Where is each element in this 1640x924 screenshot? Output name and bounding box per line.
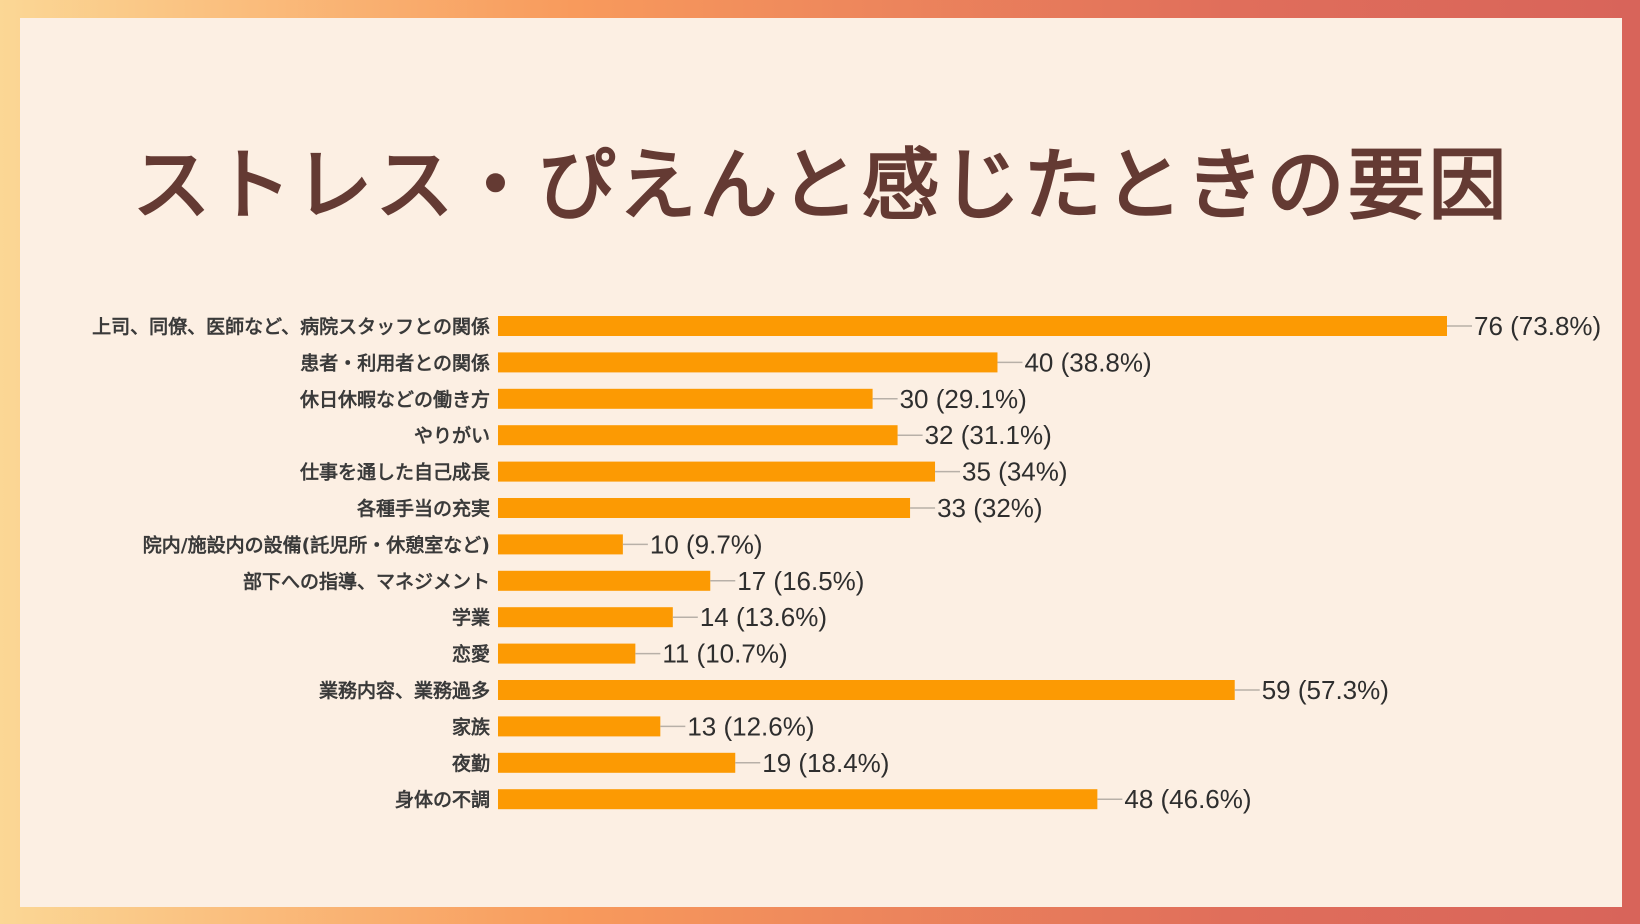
data-label: 48 (46.6%) [1124,784,1251,814]
bar [498,570,711,591]
data-label: 35 (34%) [962,457,1068,487]
chart-card: ストレス・ぴえんと感じたときの要因 [20,18,1622,907]
data-label: 32 (31.1%) [925,420,1052,450]
bar [498,425,898,446]
bar [498,388,873,409]
category-label: 身体の不調 [395,788,490,811]
page-title: ストレス・ぴえんと感じたときの要因 [132,141,1510,231]
bar [498,607,673,628]
bar [498,643,636,664]
bar [498,352,998,373]
bar [498,534,623,555]
bar [498,461,936,482]
bar [498,680,1235,700]
data-label: 30 (29.1%) [900,384,1027,414]
data-label: 17 (16.5%) [737,566,864,596]
bar [498,498,911,518]
data-label: 59 (57.3%) [1262,675,1389,705]
category-label: 家族 [452,715,491,738]
category-label: 院内/施設内の設備(託児所・休憩室など) [143,533,490,556]
data-label: 13 (12.6%) [687,711,814,741]
data-label: 40 (38.8%) [1024,347,1151,377]
data-label: 19 (18.4%) [762,748,889,778]
data-label: 14 (13.6%) [700,602,827,632]
category-label: やりがい [414,424,490,447]
category-label: 各種手当の充実 [356,497,490,520]
category-label: 学業 [452,606,491,629]
data-label: 10 (9.7%) [650,529,763,559]
category-label: 患者・利用者との関係 [300,351,490,374]
bar [498,316,1447,336]
data-label: 76 (73.8%) [1474,311,1601,341]
category-label: 部下への指導、マネジメント [243,570,490,593]
bar [498,752,736,773]
category-label: 仕事を通した自己成長 [299,461,491,484]
category-label: 業務内容、業務過多 [318,679,490,702]
bar [498,716,661,737]
category-label: 上司、同僚、医師など、病院スタッフとの関係 [92,315,490,338]
category-label: 恋愛 [452,643,490,666]
bar [498,789,1098,810]
category-label: 夜勤 [451,752,490,775]
data-label: 33 (32%) [937,493,1043,523]
category-label: 休日休暇などの働き方 [299,388,490,411]
data-label: 11 (10.7%) [662,639,787,669]
